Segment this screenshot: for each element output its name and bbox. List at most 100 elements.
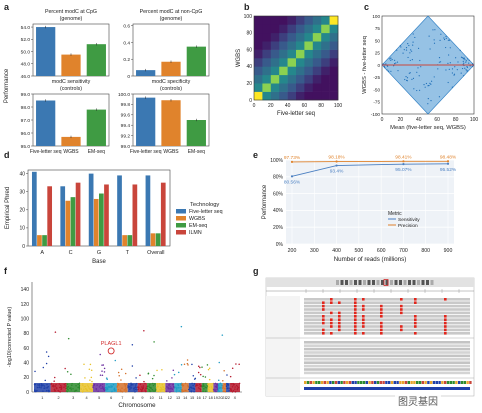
sequence-base [323,381,326,384]
heatmap-cell [321,83,330,92]
line-chart-xtick-label: 400 [332,248,341,254]
scatter-point [466,66,468,68]
heatmap-ytick-label: 100 [244,14,253,20]
manhattan-point [118,374,120,377]
scatter-point [465,60,467,62]
chromosome-label-21: 21 [222,396,226,400]
scatter-point [406,77,409,79]
bar-Overall-2 [155,233,161,246]
line-chart-xtick-label: 900 [444,248,453,254]
heatmap-cell [321,49,330,59]
scatter-point [463,57,465,59]
heatmap-cell [262,16,272,25]
scatter-point [405,49,408,51]
sequence-base [421,381,424,384]
scatter-point [383,65,385,67]
manhattan-dense-band [127,383,138,392]
manhattan-point [131,343,134,346]
heatmap-cell [304,91,314,101]
sequence-base [315,381,318,384]
read-row-2 [304,354,470,358]
bar-T-0 [117,175,122,246]
heatmap-ytick-label: 80 [246,31,252,37]
scatter-point [391,58,393,61]
ideogram-band [358,280,362,285]
bar-a3-0 [36,100,56,146]
ideogram-band [349,280,353,285]
methylated-site [414,325,417,328]
manhattan-dense-band [50,383,67,392]
manhattan-point [117,371,120,374]
sequence-base [365,381,368,384]
methylated-site [330,301,333,304]
sequence-base [312,381,315,384]
manhattan-ytick-label: 80 [23,331,29,337]
scatter-point [457,61,459,63]
legend-swatch-1 [176,216,186,221]
scatter-point [407,43,409,45]
methylated-site [362,325,365,328]
scatter-point [396,61,399,63]
scatter-point [456,69,458,71]
manhattan-point [180,363,183,366]
methylated-site [322,328,325,332]
scatter-point [430,100,432,102]
scatter-point [471,63,474,65]
heatmap-cell [270,91,280,101]
sequence-base [371,381,374,384]
methylated-site [322,332,325,335]
line-chart-xtick-label: 800 [421,248,430,254]
scatter-point [451,72,453,74]
methylated-site [400,325,403,328]
scatter-point [409,52,411,54]
manhattan-point [53,376,56,379]
manhattan-ytick-label: 0 [26,390,29,396]
heatmap-cell [296,91,305,101]
heatmap-cell [304,58,314,67]
bar-A-2 [42,235,47,246]
methylated-site [338,301,341,304]
panel-letter-g: g [253,266,259,276]
scatter-point [416,71,418,73]
scatter-point [462,75,465,77]
chromosome-label-3: 3 [72,396,74,400]
methylated-site [354,308,357,311]
manhattan-point [199,366,201,369]
scatter-point [405,76,407,78]
bar-G-0 [88,173,94,246]
scatter-point [447,81,449,84]
chromosome-label-17: 17 [203,396,207,400]
scatter-point [467,58,469,60]
manhattan-ytick-label: 140 [21,287,30,293]
series-line-0 [291,163,449,177]
manhattan-point [44,379,46,382]
heatmap-cell [270,24,280,34]
scatter-point [439,39,441,41]
bar-C-0 [60,186,66,246]
heatmap-cell [254,49,263,59]
methylated-site [362,304,365,308]
sequence-base [432,381,436,384]
heatmap-xtick-label: 60 [302,103,308,109]
scatter-point [411,59,413,61]
scatter-point [390,59,392,61]
line-chart-ylabel: Performance [262,184,268,219]
bar-a4-2 [186,120,206,146]
heatmap-cell [296,83,305,92]
read-row [304,318,470,321]
heatmap-cell [270,66,280,76]
read-row-2 [304,344,470,347]
scatter-ytick-label: 25 [375,51,381,56]
methylated-site [414,321,417,325]
manhattan-point [180,325,183,328]
heatmap-ytick-label: 60 [246,47,252,53]
methylated-site [362,308,365,311]
heatmap-cell [279,58,288,67]
scatter-xtick-label: 0 [381,117,384,123]
manhattan-point [177,371,180,374]
ideogram-band [421,280,425,285]
chromosome-label-X: X [234,396,237,400]
methylated-site [414,298,417,301]
sequence-base [446,381,450,384]
